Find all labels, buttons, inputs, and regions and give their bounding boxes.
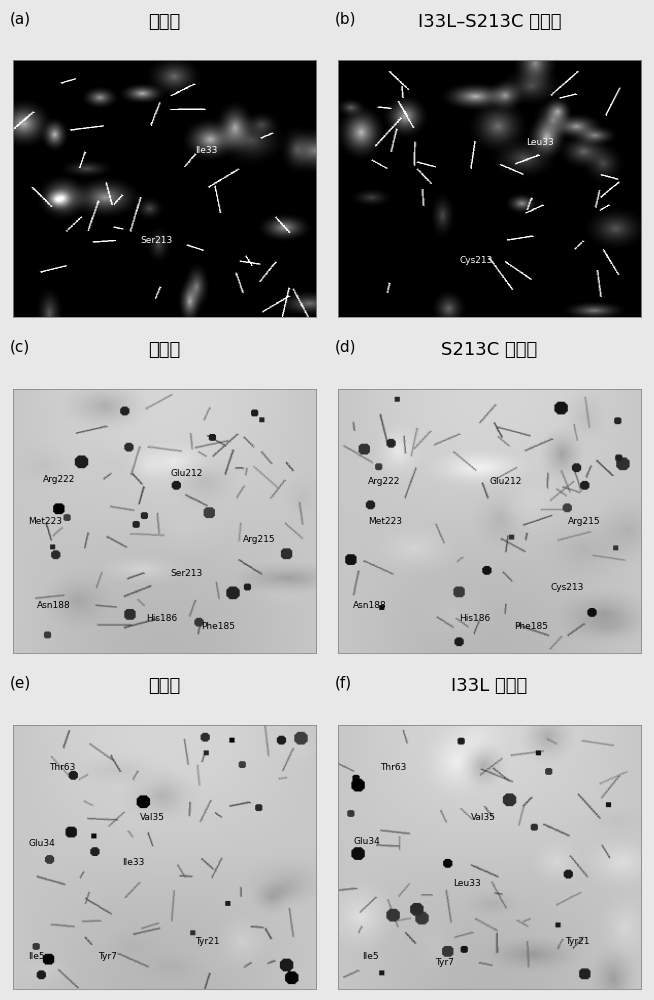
- Text: (c): (c): [10, 340, 30, 355]
- Text: 野生型: 野生型: [148, 341, 181, 359]
- Text: 野生型: 野生型: [148, 13, 181, 31]
- Text: I33L 変異体: I33L 変異体: [451, 677, 528, 695]
- Text: (b): (b): [335, 12, 356, 27]
- Text: 野生型: 野生型: [148, 677, 181, 695]
- Text: (f): (f): [335, 675, 352, 690]
- Text: I33L–S213C 変異体: I33L–S213C 変異体: [418, 13, 561, 31]
- Text: (d): (d): [335, 340, 356, 355]
- Text: (a): (a): [10, 12, 31, 27]
- Text: S213C 変異体: S213C 変異体: [441, 341, 538, 359]
- Text: (e): (e): [10, 675, 31, 690]
